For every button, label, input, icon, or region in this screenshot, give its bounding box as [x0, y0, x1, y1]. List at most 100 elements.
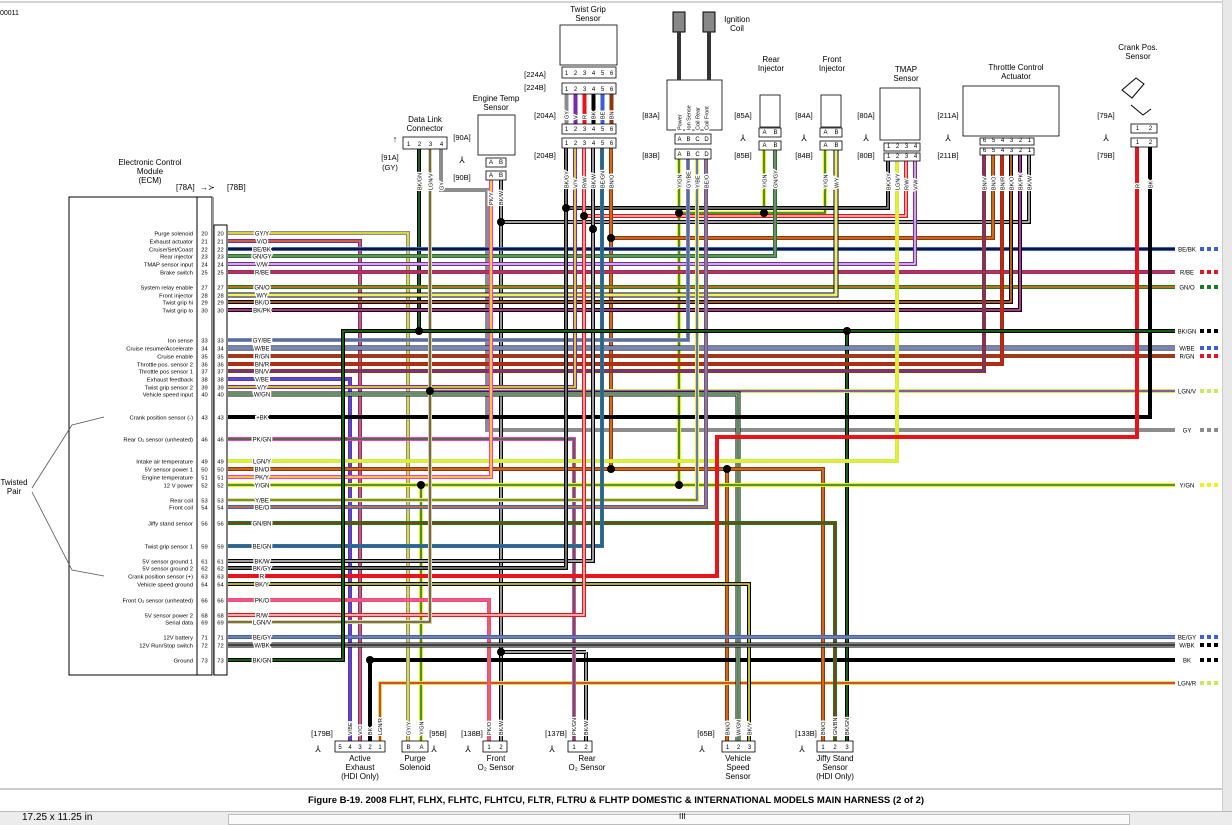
wire-label: BK/O — [1010, 176, 1016, 190]
wire-core — [228, 155, 1013, 304]
pin-label: B — [406, 745, 410, 751]
pin-label: 1 — [821, 745, 825, 751]
ecm-pin-number-78b: 63 — [217, 574, 223, 580]
pin-label: 6 — [610, 71, 614, 77]
pin-label: 5 — [601, 71, 605, 77]
ecm-wire-pin-63 — [228, 147, 1139, 578]
wire-label: BN — [610, 111, 616, 119]
ecm-wire-label: V/O — [257, 239, 268, 245]
ecm-pin-function: Jiffy stand sensor — [148, 521, 193, 527]
connector-90A — [485, 157, 507, 168]
ecm-pin-number: 63 — [201, 574, 207, 580]
pin-label: C — [695, 152, 700, 158]
pin-label: 2 — [833, 745, 837, 751]
connector-80B — [883, 152, 921, 162]
mating-connector-icon: ⅄ — [464, 744, 471, 754]
pin-label: 2 — [368, 745, 372, 751]
wire-label: BK — [1149, 180, 1155, 188]
pin-label: 4 — [1001, 148, 1005, 154]
ecm-wire-label: R/GN — [255, 354, 270, 360]
component-name: Sensor — [893, 74, 919, 83]
ecm-pin-number: 35 — [201, 354, 207, 360]
ecm-wire-label: GN/O — [254, 285, 270, 291]
connector-85B — [758, 140, 782, 151]
pin-label: 3 — [845, 745, 849, 751]
ecm-wire-label: GY/BE — [253, 338, 271, 344]
pin-label: 1 — [565, 71, 569, 77]
harness-exit-label: BK — [1183, 658, 1191, 664]
component-name: Purge — [404, 754, 426, 763]
vertical-scrollbar[interactable] — [1222, 0, 1232, 811]
ecm-wire-pin-43 — [228, 147, 1152, 419]
ecm-pin-number-78b: 36 — [217, 362, 223, 368]
wire-label: GY/Y — [407, 722, 413, 735]
wire-label: BK/PK — [1019, 173, 1025, 190]
pin-label: 3 — [583, 127, 587, 133]
splice-junction — [562, 204, 570, 212]
component-name: Sensor — [822, 763, 848, 772]
crank-sensor-icon — [1121, 77, 1152, 116]
ecm-pin-function: 5V sensor power 1 — [145, 467, 193, 473]
wire-label: BE/GN — [601, 171, 607, 188]
component-name: Engine Temp — [473, 94, 520, 103]
wire-stripe — [228, 148, 576, 388]
wire-label: GN/GY — [774, 170, 780, 188]
ecm-pin-number: 23 — [201, 254, 207, 260]
ecm-wire-pin-54 — [228, 159, 708, 509]
ecm-wire-label: BE/GY — [253, 635, 271, 641]
pin-label: 5 — [992, 148, 996, 154]
ecm-pin-number: 25 — [201, 270, 207, 276]
ecm-pin-number: 39 — [201, 385, 207, 391]
connector-90B — [485, 170, 507, 181]
ecm-pin-function: Throttle pos. sensor 2 — [137, 362, 193, 368]
connector-84B — [819, 140, 843, 151]
horizontal-scrollbar[interactable]: III — [228, 812, 1130, 825]
wire-core — [228, 147, 1139, 578]
harness-wire-gy — [439, 149, 1175, 432]
ecm-pin-function: Purge solenoid — [154, 231, 193, 237]
pin-label: B — [686, 152, 690, 158]
wire-label: R — [1136, 184, 1142, 188]
arrow-up-icon: ↑ — [393, 134, 398, 144]
splice-junction — [497, 648, 505, 656]
wire-core — [228, 239, 362, 741]
ecm-pin-function: TMAP sensor input — [144, 262, 194, 268]
wire-stripe — [228, 155, 985, 372]
component-name: Data Link — [408, 115, 443, 124]
ecm-pin-function: Vehicle speed ground — [137, 582, 193, 588]
pin-label: 2 — [1149, 126, 1153, 132]
wire-stripe — [228, 522, 836, 741]
splice-junction — [366, 656, 374, 664]
mating-connector-icon: ⅄ — [314, 744, 321, 754]
ecm-wire-label: BE/GN — [253, 544, 272, 550]
connector-133B — [816, 740, 854, 753]
ecm-pin-number: 59 — [201, 544, 207, 550]
ecm-wire-label: BN/O — [255, 467, 270, 473]
pin-label: 5 — [601, 141, 605, 147]
ecm-wire-pin-21 — [228, 239, 362, 741]
ecm-pin-function: Engine temperature — [142, 475, 193, 481]
ecm-pin-number: 34 — [201, 346, 208, 352]
ecm-wire-label: V/Y — [257, 385, 267, 391]
wire-label: BK/Y — [748, 722, 754, 735]
ecm-pin-number-78b: 68 — [217, 613, 223, 619]
wire-label: R/W — [583, 177, 589, 189]
wire-label: BN/V — [983, 177, 989, 190]
splice-junction — [417, 481, 425, 489]
connector-91A — [402, 136, 448, 150]
component-name: Actuator — [1001, 72, 1031, 81]
pin-label: 5 — [601, 127, 605, 133]
wire-stripe — [228, 148, 603, 547]
pin-label: 1 — [565, 87, 569, 93]
connector-65B — [721, 740, 756, 753]
wire-label: V/BE — [348, 722, 354, 735]
wire-stripe — [228, 393, 739, 741]
pin-label: 3 — [583, 141, 587, 147]
components: 1 2 3 4A BA B1 2 3 4 5 61 2 3 4 5 61 2 3 4 5 61 2 3 4 5 6A B C DA B C D… — [31, 11, 1158, 753]
ecm-pin-function: 5V sensor ground 1 — [142, 559, 193, 565]
wire-stripe — [566, 160, 889, 209]
wire-stripe — [228, 155, 1003, 365]
ecm-pin-function: System relay enable — [140, 285, 193, 291]
splice-junction — [415, 327, 423, 335]
